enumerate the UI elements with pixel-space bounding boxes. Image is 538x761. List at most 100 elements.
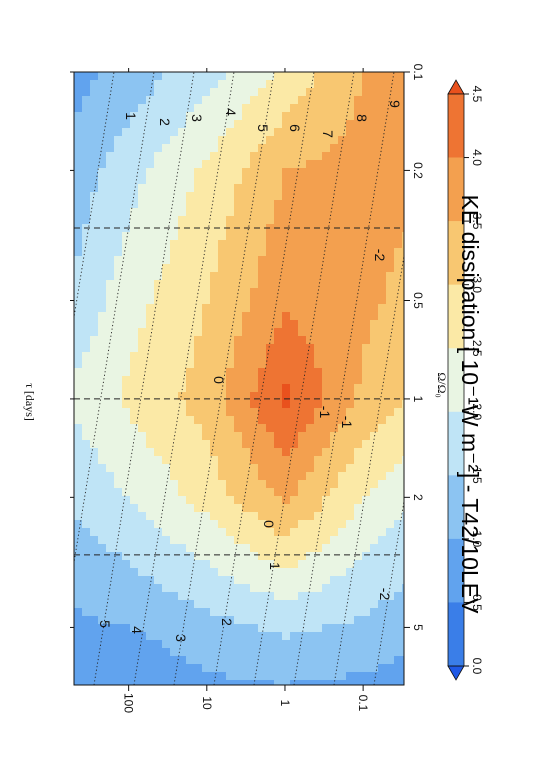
heatmap-cell [402,104,404,113]
heatmap-cell [186,136,195,145]
heatmap-cell [210,176,219,185]
heatmap-cell [146,632,155,641]
heatmap-cell [90,368,99,377]
heatmap-cell [274,424,283,433]
heatmap-cell [378,600,387,609]
heatmap-cell [114,432,123,441]
heatmap-cell [290,664,299,673]
heatmap-cell [234,512,243,521]
heatmap-cell [202,192,211,201]
heatmap-cell [218,232,227,241]
heatmap-cell [338,464,347,473]
heatmap-cell [154,424,163,433]
heatmap-cell [226,152,235,161]
heatmap-cell [346,368,355,377]
heatmap-cell [370,488,379,497]
heatmap-cell [282,376,291,385]
heatmap-cell [138,648,147,657]
heatmap-cell [226,456,235,465]
heatmap-cell [346,640,355,649]
heatmap-cell [90,280,99,289]
heatmap-cell [250,496,259,505]
heatmap-cell [186,288,195,297]
heatmap-cell [282,640,291,649]
heatmap-cell [298,352,307,361]
heatmap-cell [338,360,347,369]
heatmap-cell [170,96,179,105]
heatmap-cell [386,296,395,305]
heatmap-cell [394,192,403,201]
heatmap-cell [186,456,195,465]
heatmap-cell [170,592,179,601]
heatmap-cell [122,536,131,545]
heatmap-cell [402,248,404,257]
heatmap-cell [82,360,91,369]
heatmap-cell [282,304,291,313]
heatmap-cell [178,624,187,633]
heatmap-cell [402,520,404,529]
heatmap-cell [178,264,187,273]
heatmap-cell [226,584,235,593]
heatmap-cell [202,208,211,217]
heatmap-cell [322,448,331,457]
heatmap-cell [90,96,99,105]
heatmap-cell [202,392,211,401]
heatmap-cell [298,152,307,161]
heatmap-cell [202,472,211,481]
heatmap-cell [170,376,179,385]
heatmap-cell [362,488,371,497]
heatmap-cell [170,176,179,185]
heatmap-cell [98,232,107,241]
heatmap-cell [266,224,275,233]
heatmap-cell [250,72,259,81]
heatmap-cell [130,432,139,441]
heatmap-cell [146,80,155,89]
heatmap-cell [106,168,115,177]
heatmap-cell [386,584,395,593]
heatmap-cell [266,152,275,161]
heatmap-cell [346,680,355,685]
heatmap-cell [154,320,163,329]
heatmap-cell [370,376,379,385]
heatmap-cell [378,472,387,481]
heatmap-cell [74,512,83,521]
heatmap-cell [218,488,227,497]
heatmap-cell [74,576,83,585]
heatmap-cell [106,200,115,209]
heatmap-cell [242,328,251,337]
heatmap-cell [354,344,363,353]
heatmap-cell [170,616,179,625]
heatmap-cell [106,224,115,233]
heatmap-cell [138,528,147,537]
heatmap-cell [162,120,171,129]
heatmap-cell [266,120,275,129]
heatmap-cell [266,472,275,481]
heatmap-cell [290,424,299,433]
heatmap-cell [170,552,179,561]
heatmap-cell [106,120,115,129]
heatmap-cell [250,184,259,193]
heatmap-cell [138,544,147,553]
heatmap-cell [370,568,379,577]
heatmap-cell [106,624,115,633]
heatmap-cell [314,352,323,361]
heatmap-cell [306,416,315,425]
heatmap-cell [282,120,291,129]
heatmap-cell [402,560,404,569]
heatmap-cell [338,144,347,153]
heatmap-cell [370,624,379,633]
heatmap-cell [98,272,107,281]
heatmap-cell [266,672,275,681]
heatmap-cell [290,496,299,505]
heatmap-cell [226,672,235,681]
heatmap-cell [234,544,243,553]
heatmap-cell [170,512,179,521]
heatmap-cell [218,144,227,153]
heatmap-cell [274,208,283,217]
heatmap-cell [210,408,219,417]
heatmap-cell [210,664,219,673]
heatmap-cell [322,160,331,169]
heatmap-cell [226,104,235,113]
heatmap-cell [386,176,395,185]
heatmap-cell [74,136,83,145]
